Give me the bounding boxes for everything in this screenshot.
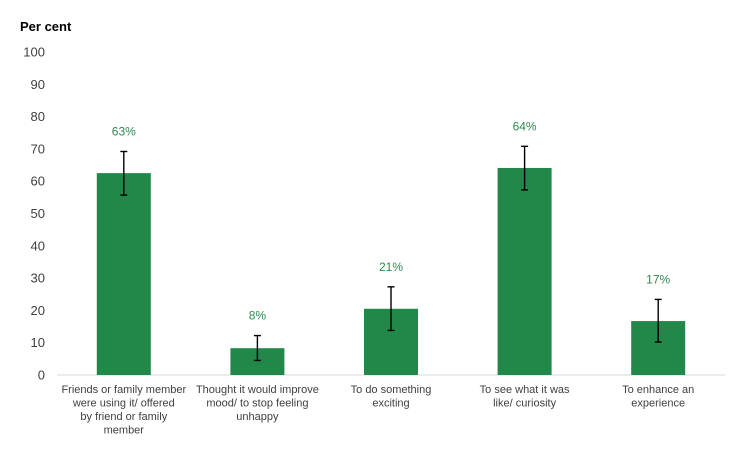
data-label: 8% [249,309,267,323]
error-bars [120,145,662,362]
y-tick-label: 80 [31,109,45,124]
y-axis-label: Per cent [20,19,72,34]
y-tick-label: 100 [23,45,45,60]
y-tick-label: 20 [31,303,45,318]
bar [96,173,151,375]
data-label: 17% [646,272,670,286]
data-labels: 63% 8% 21% 64% 17% [112,119,671,322]
bars [96,167,686,375]
error-bar [120,150,128,196]
error-bar [654,298,662,343]
bar [497,167,552,375]
data-label: 63% [112,124,136,138]
category-labels: Friends or family member were using it/ o… [61,384,694,437]
y-tick-label: 50 [31,206,45,221]
category-label: To enhance an experience [622,384,694,410]
data-label: 21% [379,260,403,274]
data-label: 64% [513,119,537,133]
y-tick-label: 10 [31,335,45,350]
y-tick-label: 90 [31,77,45,92]
category-label: To see what it was like/ curiosity [480,384,570,410]
y-tick-label: 70 [31,141,45,156]
error-bar [253,334,261,362]
y-tick-label: 40 [31,238,45,253]
error-bar [387,286,395,332]
y-tick-label: 0 [38,368,45,383]
category-label: To do something exciting [351,384,432,410]
y-tick-label: 30 [31,271,45,286]
category-label: Thought it would improve mood/ to stop fe… [196,384,319,423]
category-label: Friends or family member were using it/ o… [61,384,186,437]
y-tick-label: 60 [31,174,45,189]
error-bar [521,145,529,191]
